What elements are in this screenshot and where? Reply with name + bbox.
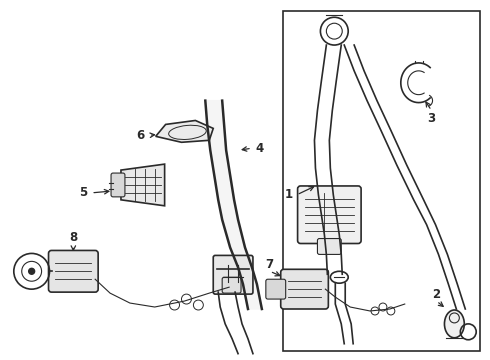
Text: 7: 7 xyxy=(266,258,274,271)
FancyBboxPatch shape xyxy=(213,255,253,294)
Text: 6: 6 xyxy=(137,129,145,142)
FancyBboxPatch shape xyxy=(318,239,341,255)
Polygon shape xyxy=(218,200,238,220)
Text: 1: 1 xyxy=(285,188,293,201)
Polygon shape xyxy=(238,267,257,284)
Text: 2: 2 xyxy=(433,288,441,301)
Polygon shape xyxy=(205,100,224,125)
FancyBboxPatch shape xyxy=(266,279,286,299)
Ellipse shape xyxy=(444,310,465,338)
Polygon shape xyxy=(207,125,226,150)
Text: 3: 3 xyxy=(427,112,436,125)
Polygon shape xyxy=(243,284,262,309)
Polygon shape xyxy=(121,164,165,206)
FancyBboxPatch shape xyxy=(297,186,361,243)
Text: 8: 8 xyxy=(69,231,77,244)
Text: 5: 5 xyxy=(79,186,87,199)
FancyBboxPatch shape xyxy=(111,173,125,197)
Circle shape xyxy=(29,268,35,274)
Polygon shape xyxy=(222,220,245,247)
FancyBboxPatch shape xyxy=(281,269,328,309)
Polygon shape xyxy=(156,121,213,142)
Text: 4: 4 xyxy=(256,142,264,155)
Bar xyxy=(283,11,480,351)
Polygon shape xyxy=(214,175,234,200)
FancyBboxPatch shape xyxy=(222,277,241,293)
Polygon shape xyxy=(230,247,252,267)
FancyBboxPatch shape xyxy=(49,251,98,292)
Polygon shape xyxy=(210,150,230,175)
